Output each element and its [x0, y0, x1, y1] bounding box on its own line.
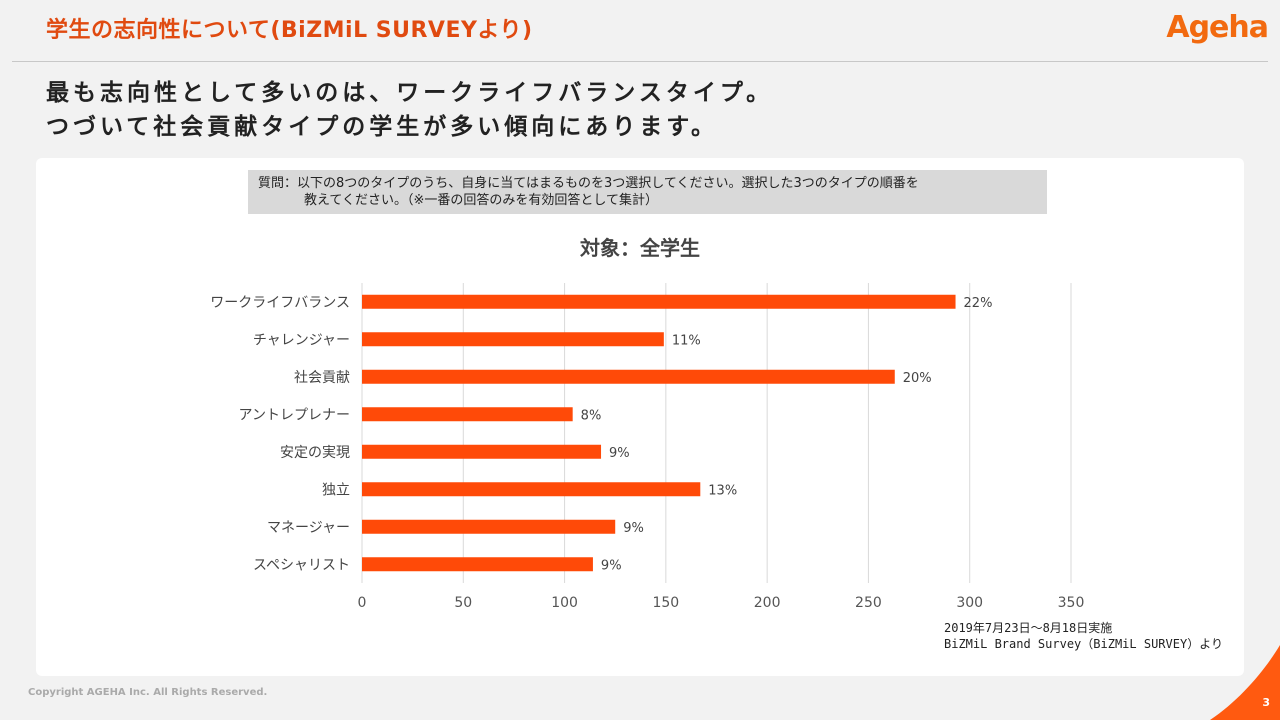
data-label-0: 22% [964, 296, 993, 311]
category-label-3: アントレプレナー [239, 407, 350, 423]
headline: 最も志向性として多いのは、ワークライフバランスタイプ。 つづいて社会貢献タイプの… [46, 76, 773, 144]
category-label-5: 独立 [322, 482, 350, 498]
survey-source: BiZMiL Brand Survey（BiZMiL SURVEY）より [944, 637, 1223, 651]
x-tick-label-350: 350 [1058, 595, 1085, 611]
bar-6 [362, 519, 616, 534]
bar-4 [362, 444, 602, 459]
data-label-2: 20% [903, 371, 932, 386]
question-line-1: 質問：以下の8つのタイプのうち、自身に当てはまるものを3つ選択してください。選択… [258, 176, 919, 191]
bar-0 [362, 294, 956, 309]
x-tick-label-300: 300 [956, 595, 983, 611]
header-divider [12, 61, 1268, 62]
data-label-3: 8% [581, 408, 602, 423]
data-label-6: 9% [623, 521, 644, 536]
x-tick-label-50: 50 [454, 595, 472, 611]
bar-7 [362, 557, 593, 572]
question-line-2: 教えてください。（※一番の回答のみを有効回答として集計） [304, 193, 658, 208]
category-label-2: 社会貢献 [294, 370, 350, 386]
chart-card [36, 158, 1244, 676]
data-label-5: 13% [708, 483, 737, 498]
bar-1 [362, 332, 664, 347]
category-label-1: チャレンジャー [253, 332, 350, 348]
copyright: Copyright AGEHA Inc. All Rights Reserved… [28, 687, 268, 698]
question-box: 質問：以下の8つのタイプのうち、自身に当てはまるものを3つ選択してください。選択… [248, 170, 1047, 214]
x-tick-label-0: 0 [358, 595, 367, 611]
category-label-4: 安定の実現 [280, 445, 350, 461]
data-label-4: 9% [609, 446, 630, 461]
category-label-7: スペシャリスト [253, 557, 350, 573]
ageha-logo: Ageha [1166, 10, 1269, 45]
corner-decoration [1210, 645, 1280, 720]
chart-title: 対象：全学生 [580, 236, 700, 260]
category-label-0: ワークライフバランス [210, 295, 350, 311]
slide-title: 学生の志向性について(BiZMiL SURVEYより) [46, 18, 533, 43]
bar-2 [362, 369, 895, 384]
x-tick-label-150: 150 [652, 595, 679, 611]
x-tick-label-250: 250 [855, 595, 882, 611]
page-number: 3 [1262, 696, 1270, 709]
bar-3 [362, 407, 573, 422]
x-tick-label-100: 100 [551, 595, 578, 611]
headline-line-1: 最も志向性として多いのは、ワークライフバランスタイプ。 [46, 80, 774, 106]
bar-5 [362, 482, 701, 497]
survey-date: 2019年7月23日～8月18日実施 [944, 621, 1113, 635]
data-label-1: 11% [672, 333, 701, 348]
category-label-6: マネージャー [267, 520, 350, 536]
x-tick-label-200: 200 [754, 595, 781, 611]
data-label-7: 9% [601, 558, 622, 573]
survey-note: 2019年7月23日～8月18日実施 BiZMiL Brand Survey（B… [944, 620, 1223, 652]
headline-line-2: つづいて社会貢献タイプの学生が多い傾向にあります。 [46, 114, 719, 140]
